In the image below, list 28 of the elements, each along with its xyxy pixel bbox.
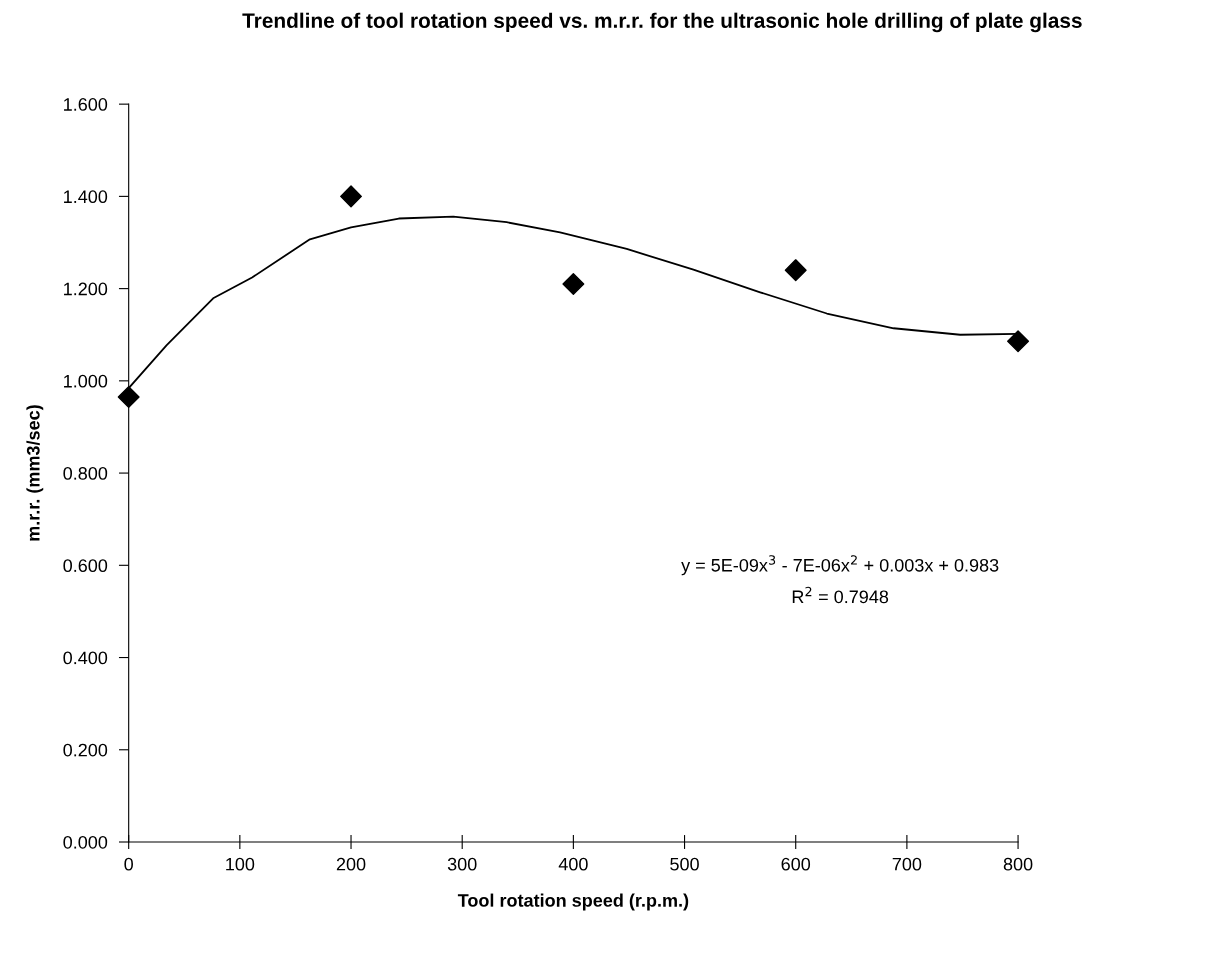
- x-tick-label: 100: [226, 857, 255, 871]
- point: [340, 185, 363, 208]
- point: [117, 385, 140, 408]
- point: [562, 273, 585, 295]
- x-axis-title: Tool rotation speed (r.p.m.): [457, 893, 689, 911]
- y-tick-label: 0.000: [63, 835, 108, 849]
- y-tick-label: 0.600: [63, 559, 108, 573]
- y-tick-label: 1.200: [64, 282, 108, 296]
- chart-title: Trendline of tool rotation speed vs. m.r.r. for the ultrasonic hole drilling of plate glass: [242, 12, 1082, 33]
- x-tick-label: 700: [892, 857, 922, 871]
- y-tick-label: 1.600: [64, 98, 108, 111]
- point: [1007, 330, 1030, 353]
- x-tick-label: 200: [336, 857, 366, 871]
- point: [784, 259, 807, 282]
- annotation: R$^{2}$ = 0.7948: [792, 586, 889, 604]
- x-tick-label: 500: [670, 857, 699, 871]
- x-tick-label: 800: [1003, 857, 1033, 871]
- y-axis-title: m.r.r. (mm3/sec): [26, 405, 44, 541]
- x-tick-label: 0: [124, 857, 133, 871]
- x-tick-label: 300: [447, 857, 477, 871]
- y-tick-label: 0.400: [63, 651, 108, 665]
- x-tick-label: 600: [781, 857, 811, 871]
- x-tick-label: 400: [558, 857, 588, 871]
- y-tick-label: 1.000: [64, 374, 108, 388]
- y-tick-label: 0.800: [63, 467, 108, 480]
- annotation: y = 5E-09x$^{3}$ - 7E-06x$^{2}$ + 0.003x + 0.983: [681, 555, 999, 576]
- y-tick-label: 1.400: [64, 190, 108, 204]
- y-tick-label: 0.200: [63, 743, 108, 757]
